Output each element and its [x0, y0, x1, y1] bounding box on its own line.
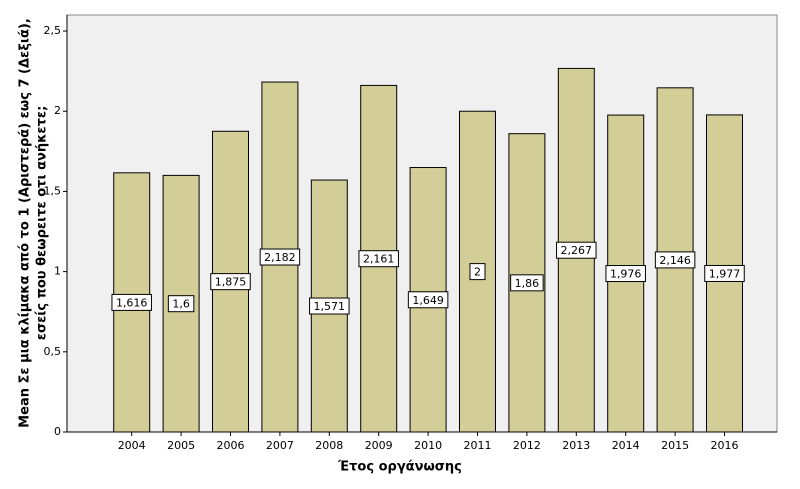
y-tick-label: 0 — [54, 425, 61, 438]
x-tick-label: 2013 — [562, 439, 590, 452]
value-label-box — [654, 251, 696, 269]
value-label-box — [556, 241, 597, 259]
x-tick-label: 2015 — [661, 439, 689, 452]
value-label: 1,571 — [314, 300, 346, 313]
y-axis-title: Mean Σε μια κλίμακα από το 1 (Αριστερά) … — [18, 18, 33, 428]
value-label: 2,267 — [561, 244, 593, 257]
value-label-box — [358, 250, 399, 268]
y-tick-label: 2 — [54, 104, 61, 117]
value-label: 1,649 — [412, 294, 444, 307]
value-label: 2,182 — [264, 251, 296, 264]
x-tick-label: 2016 — [711, 439, 739, 452]
value-label-box — [407, 291, 449, 309]
value-label-box — [309, 297, 350, 315]
value-label-box — [111, 293, 152, 311]
value-label: 2,161 — [363, 253, 395, 266]
value-label: 1,977 — [709, 267, 741, 280]
y-tick-label: 1 — [54, 265, 61, 278]
value-label: 1,616 — [116, 296, 148, 309]
x-tick-label: 2007 — [266, 439, 294, 452]
value-label: 2,146 — [659, 254, 691, 267]
x-axis-title: Έτος οργάνωσης — [337, 460, 462, 475]
y-tick-label: 2,5 — [44, 24, 62, 37]
value-label: 2 — [474, 266, 481, 279]
x-tick-label: 2014 — [612, 439, 640, 452]
value-label-box — [469, 263, 486, 281]
value-label-box — [167, 295, 195, 313]
x-tick-label: 2012 — [513, 439, 541, 452]
x-tick-label: 2008 — [315, 439, 343, 452]
x-tick-label: 2010 — [414, 439, 442, 452]
value-label-box — [510, 274, 544, 292]
value-label-box — [259, 248, 301, 266]
value-label: 1,976 — [610, 268, 642, 281]
x-tick-label: 2009 — [365, 439, 393, 452]
x-tick-label: 2004 — [118, 439, 146, 452]
x-tick-label: 2011 — [464, 439, 492, 452]
y-axis-title: εσείς που θεωρειτε οτι ανήκετε; — [35, 106, 50, 341]
value-label-box — [605, 265, 646, 283]
value-label: 1,875 — [215, 276, 247, 289]
x-tick-label: 2005 — [167, 439, 195, 452]
value-label: 1,6 — [172, 298, 190, 311]
x-tick-label: 2006 — [217, 439, 245, 452]
value-label-box — [210, 273, 251, 291]
value-label: 1,86 — [515, 277, 540, 290]
y-tick-label: 1,5 — [44, 184, 62, 197]
value-label-box — [704, 264, 745, 282]
y-tick-label: 0,5 — [44, 345, 62, 358]
